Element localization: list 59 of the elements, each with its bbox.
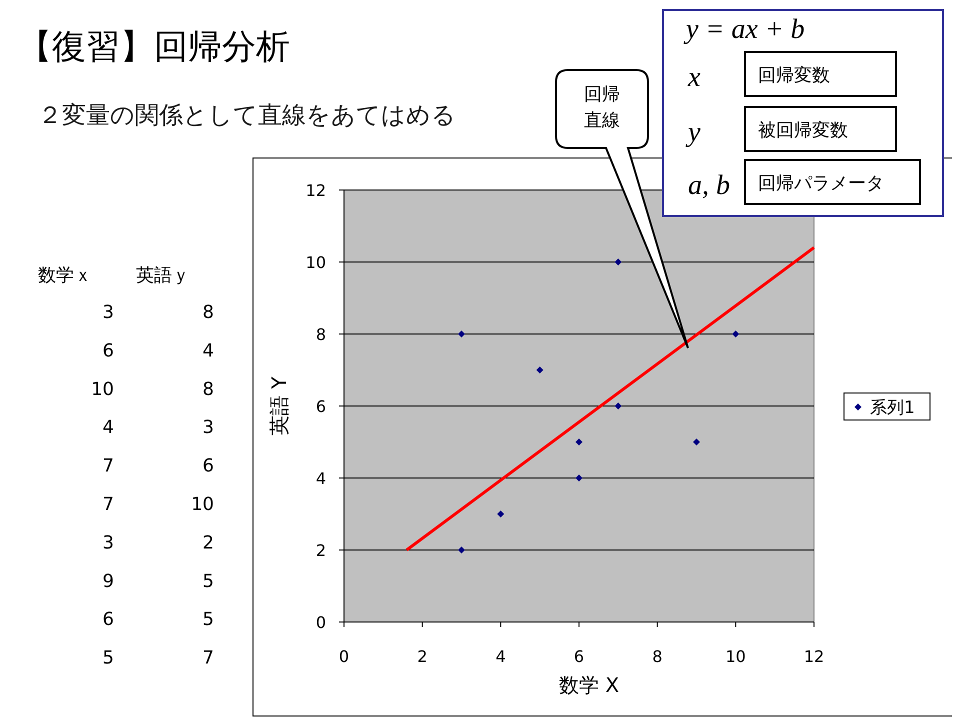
- point: [458, 546, 465, 554]
- text: 回帰変数: [758, 65, 830, 86]
- text: 9: [102, 570, 114, 592]
- text: 6: [102, 340, 114, 362]
- point: [536, 366, 544, 374]
- text: 6: [102, 609, 114, 630]
- y-tick-label: 4: [316, 469, 326, 488]
- annotation: 回帰パラメータ: [758, 173, 884, 194]
- point: [693, 438, 700, 446]
- text: 10: [91, 378, 114, 400]
- text: 8: [202, 302, 214, 323]
- point: [576, 474, 582, 482]
- text: 6: [202, 456, 214, 477]
- text: 2: [202, 532, 214, 554]
- annotation: a, b: [688, 170, 730, 201]
- text: 10: [191, 494, 214, 515]
- point: [614, 402, 622, 410]
- point: [614, 258, 622, 266]
- text: x: [687, 62, 701, 93]
- chart-subtitle: ２変量の関係として直線をあてはめる: [38, 101, 456, 129]
- text: 3: [102, 302, 114, 323]
- text: 5: [202, 570, 214, 592]
- x-axis-title: 数学 X: [558, 673, 620, 697]
- x-tick-label: 4: [496, 647, 506, 666]
- point: [458, 330, 465, 338]
- text: 被回帰変数: [758, 120, 848, 141]
- legend-label: 系列1: [870, 398, 915, 418]
- chart-title: 【復習】回帰分析: [18, 27, 290, 67]
- point: [732, 330, 740, 338]
- text: 4: [102, 417, 114, 438]
- text: 8: [202, 378, 214, 400]
- x-tick-label: 12: [804, 647, 824, 666]
- text: 5: [102, 648, 114, 669]
- x-tick-label: 0: [338, 647, 350, 666]
- text: 7: [102, 494, 114, 515]
- x-tick-label: 8: [652, 647, 662, 666]
- text: 3: [202, 417, 214, 438]
- y-tick-label: 12: [306, 181, 326, 200]
- x-tick-label: 10: [725, 647, 746, 666]
- text: y = ax + b: [683, 14, 805, 45]
- text: 7: [102, 456, 114, 477]
- point: [576, 438, 582, 446]
- y-tick-label: 0: [316, 613, 326, 632]
- text: 数学ｘ: [38, 265, 92, 286]
- text: 5: [202, 609, 214, 630]
- x-tick-label: 2: [417, 647, 428, 666]
- y-tick-label: 2: [316, 541, 326, 560]
- x-tick-label: 6: [574, 647, 584, 666]
- text: y: [685, 117, 701, 148]
- y-tick-label: 10: [306, 253, 326, 272]
- text: 英語ｙ: [136, 265, 190, 286]
- point: [497, 510, 504, 518]
- text: 回帰直線: [584, 84, 620, 131]
- y-tick-label: 6: [316, 397, 326, 416]
- y-axis-title: 英語 Y: [267, 376, 291, 436]
- text: 3: [102, 532, 114, 554]
- text: 7: [202, 648, 214, 669]
- y-tick-label: 8: [316, 325, 326, 344]
- text: 4: [202, 340, 214, 362]
